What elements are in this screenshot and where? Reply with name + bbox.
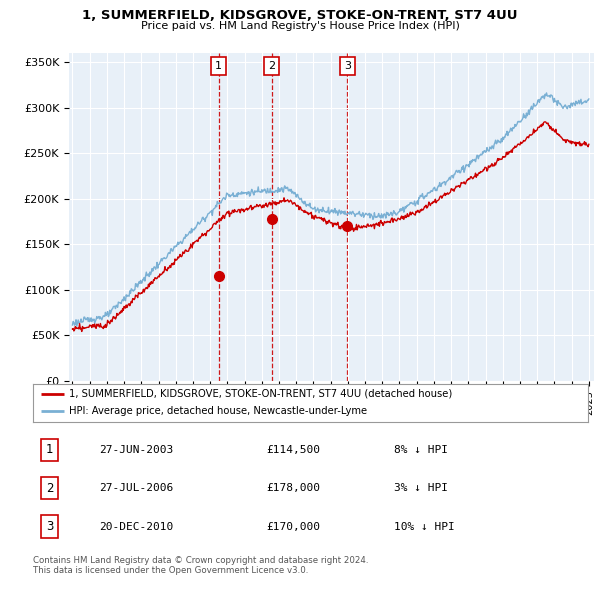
Text: 1, SUMMERFIELD, KIDSGROVE, STOKE-ON-TRENT, ST7 4UU: 1, SUMMERFIELD, KIDSGROVE, STOKE-ON-TREN… <box>82 9 518 22</box>
Text: 27-JUN-2003: 27-JUN-2003 <box>100 445 174 455</box>
Text: 27-JUL-2006: 27-JUL-2006 <box>100 483 174 493</box>
Text: 3: 3 <box>344 61 351 71</box>
Text: 2: 2 <box>46 481 53 495</box>
Text: 2: 2 <box>268 61 275 71</box>
Text: Price paid vs. HM Land Registry's House Price Index (HPI): Price paid vs. HM Land Registry's House … <box>140 21 460 31</box>
Text: 1: 1 <box>215 61 222 71</box>
Text: £114,500: £114,500 <box>266 445 320 455</box>
Text: 3: 3 <box>46 520 53 533</box>
Text: 3% ↓ HPI: 3% ↓ HPI <box>394 483 448 493</box>
Text: 10% ↓ HPI: 10% ↓ HPI <box>394 522 455 532</box>
Text: £170,000: £170,000 <box>266 522 320 532</box>
Text: HPI: Average price, detached house, Newcastle-under-Lyme: HPI: Average price, detached house, Newc… <box>69 407 367 417</box>
Text: £178,000: £178,000 <box>266 483 320 493</box>
Text: 1: 1 <box>46 443 53 457</box>
Text: 20-DEC-2010: 20-DEC-2010 <box>100 522 174 532</box>
Text: Contains HM Land Registry data © Crown copyright and database right 2024.
This d: Contains HM Land Registry data © Crown c… <box>33 556 368 575</box>
Text: 1, SUMMERFIELD, KIDSGROVE, STOKE-ON-TRENT, ST7 4UU (detached house): 1, SUMMERFIELD, KIDSGROVE, STOKE-ON-TREN… <box>69 389 452 399</box>
Text: 8% ↓ HPI: 8% ↓ HPI <box>394 445 448 455</box>
